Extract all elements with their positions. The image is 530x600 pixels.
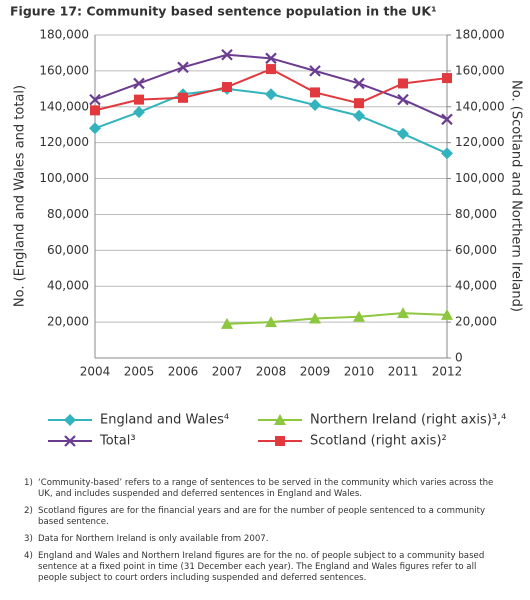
x-tick-label: 2008 — [256, 365, 287, 379]
data-point — [265, 88, 277, 101]
y-tick-label: 180,000 — [39, 28, 89, 42]
data-point — [397, 93, 409, 106]
y2-tick-label: 60,000 — [455, 243, 497, 257]
y2-axis-title: No. (Scotland and Northern Ireland) — [509, 80, 524, 312]
y2-tick-label: 80,000 — [455, 207, 497, 221]
y-tick-label: 140,000 — [39, 99, 89, 113]
data-point — [397, 127, 409, 140]
footnote-marker: 4) — [24, 551, 33, 561]
data-point — [90, 105, 100, 116]
y2-tick-label: 160,000 — [455, 63, 505, 77]
data-point — [222, 82, 232, 93]
x-tick-label: 2005 — [124, 365, 155, 379]
data-point — [353, 77, 365, 90]
data-point — [177, 61, 189, 74]
data-point — [133, 77, 145, 90]
legend-label: Total³ — [99, 434, 136, 449]
data-point — [89, 93, 101, 106]
data-point — [221, 317, 233, 329]
y2-tick-label: 100,000 — [455, 171, 505, 185]
x-tick-label: 2004 — [80, 365, 111, 379]
footnote-text: England and Wales and Northern Ireland f… — [38, 551, 485, 583]
data-point — [398, 78, 408, 89]
data-point — [441, 308, 453, 320]
legend-marker — [64, 435, 76, 447]
x-tick-label: 2009 — [300, 365, 331, 379]
legend-marker — [275, 436, 285, 446]
footnote-marker: 3) — [24, 534, 33, 544]
data-point — [265, 316, 277, 328]
data-point — [442, 73, 452, 84]
footnote: 3) Data for Northern Ireland is only avai… — [24, 534, 494, 545]
data-point — [441, 147, 453, 160]
chart-title: Figure 17: Community based sentence popu… — [10, 4, 437, 19]
y-tick-label: 120,000 — [39, 135, 89, 149]
legend-marker — [64, 414, 76, 426]
data-point — [309, 98, 321, 111]
y2-tick-label: 20,000 — [455, 315, 497, 329]
legend-label: England and Wales⁴ — [100, 413, 229, 428]
chart: Figure 17: Community based sentence popu… — [10, 4, 524, 449]
y2-tick-label: 120,000 — [455, 135, 505, 149]
x-tick-label: 2011 — [388, 365, 419, 379]
footnote: 1) ‘Community-based’ refers to a range of… — [24, 478, 494, 500]
footnote-marker: 1) — [24, 478, 33, 488]
footnote-marker: 2) — [24, 506, 33, 516]
y-tick-label: 100,000 — [39, 171, 89, 185]
x-tick-label: 2012 — [432, 365, 463, 379]
x-tick-label: 2007 — [212, 365, 243, 379]
legend-label: Scotland (right axis)² — [310, 434, 447, 449]
legend-marker — [274, 414, 286, 425]
y-tick-label: 60,000 — [47, 243, 89, 257]
footnote-text: ‘Community-based’ refers to a range of s… — [38, 478, 494, 499]
footnote: 2) Scotland figures are for the financial… — [24, 506, 494, 528]
y2-tick-label: 140,000 — [455, 99, 505, 113]
data-point — [221, 48, 233, 61]
data-point — [309, 312, 321, 324]
x-tick-label: 2006 — [168, 365, 199, 379]
y-tick-label: 40,000 — [47, 279, 89, 293]
footnote-text: Data for Northern Ireland is only availa… — [38, 534, 269, 544]
data-point — [178, 92, 188, 103]
series-line — [226, 312, 448, 325]
y-axis-title: No. (England and Wales and total) — [13, 85, 28, 307]
data-point — [266, 64, 276, 75]
y2-tick-label: 40,000 — [455, 279, 497, 293]
y2-tick-label: 180,000 — [455, 28, 505, 42]
y2-tick-label: 0 — [455, 351, 463, 365]
data-point — [265, 52, 277, 65]
data-point — [310, 87, 320, 98]
y-tick-label: 20,000 — [47, 315, 89, 329]
data-point — [441, 113, 453, 126]
data-point — [353, 109, 365, 122]
data-point — [134, 94, 144, 105]
y-tick-label: 160,000 — [39, 63, 89, 77]
x-tick-label: 2010 — [344, 365, 375, 379]
data-point — [133, 106, 145, 119]
footnote: 4) England and Wales and Northern Ireland… — [24, 551, 494, 584]
data-point — [354, 98, 364, 109]
data-point — [397, 307, 409, 319]
legend-label: Northern Ireland (right axis)³,⁴ — [310, 413, 506, 428]
data-point — [89, 122, 101, 135]
footnotes: 1) ‘Community-based’ refers to a range of… — [24, 478, 494, 590]
data-point — [309, 65, 321, 77]
footnote-text: Scotland figures are for the financial y… — [38, 506, 486, 527]
data-point — [353, 310, 365, 322]
y-tick-label: 80,000 — [47, 207, 89, 221]
